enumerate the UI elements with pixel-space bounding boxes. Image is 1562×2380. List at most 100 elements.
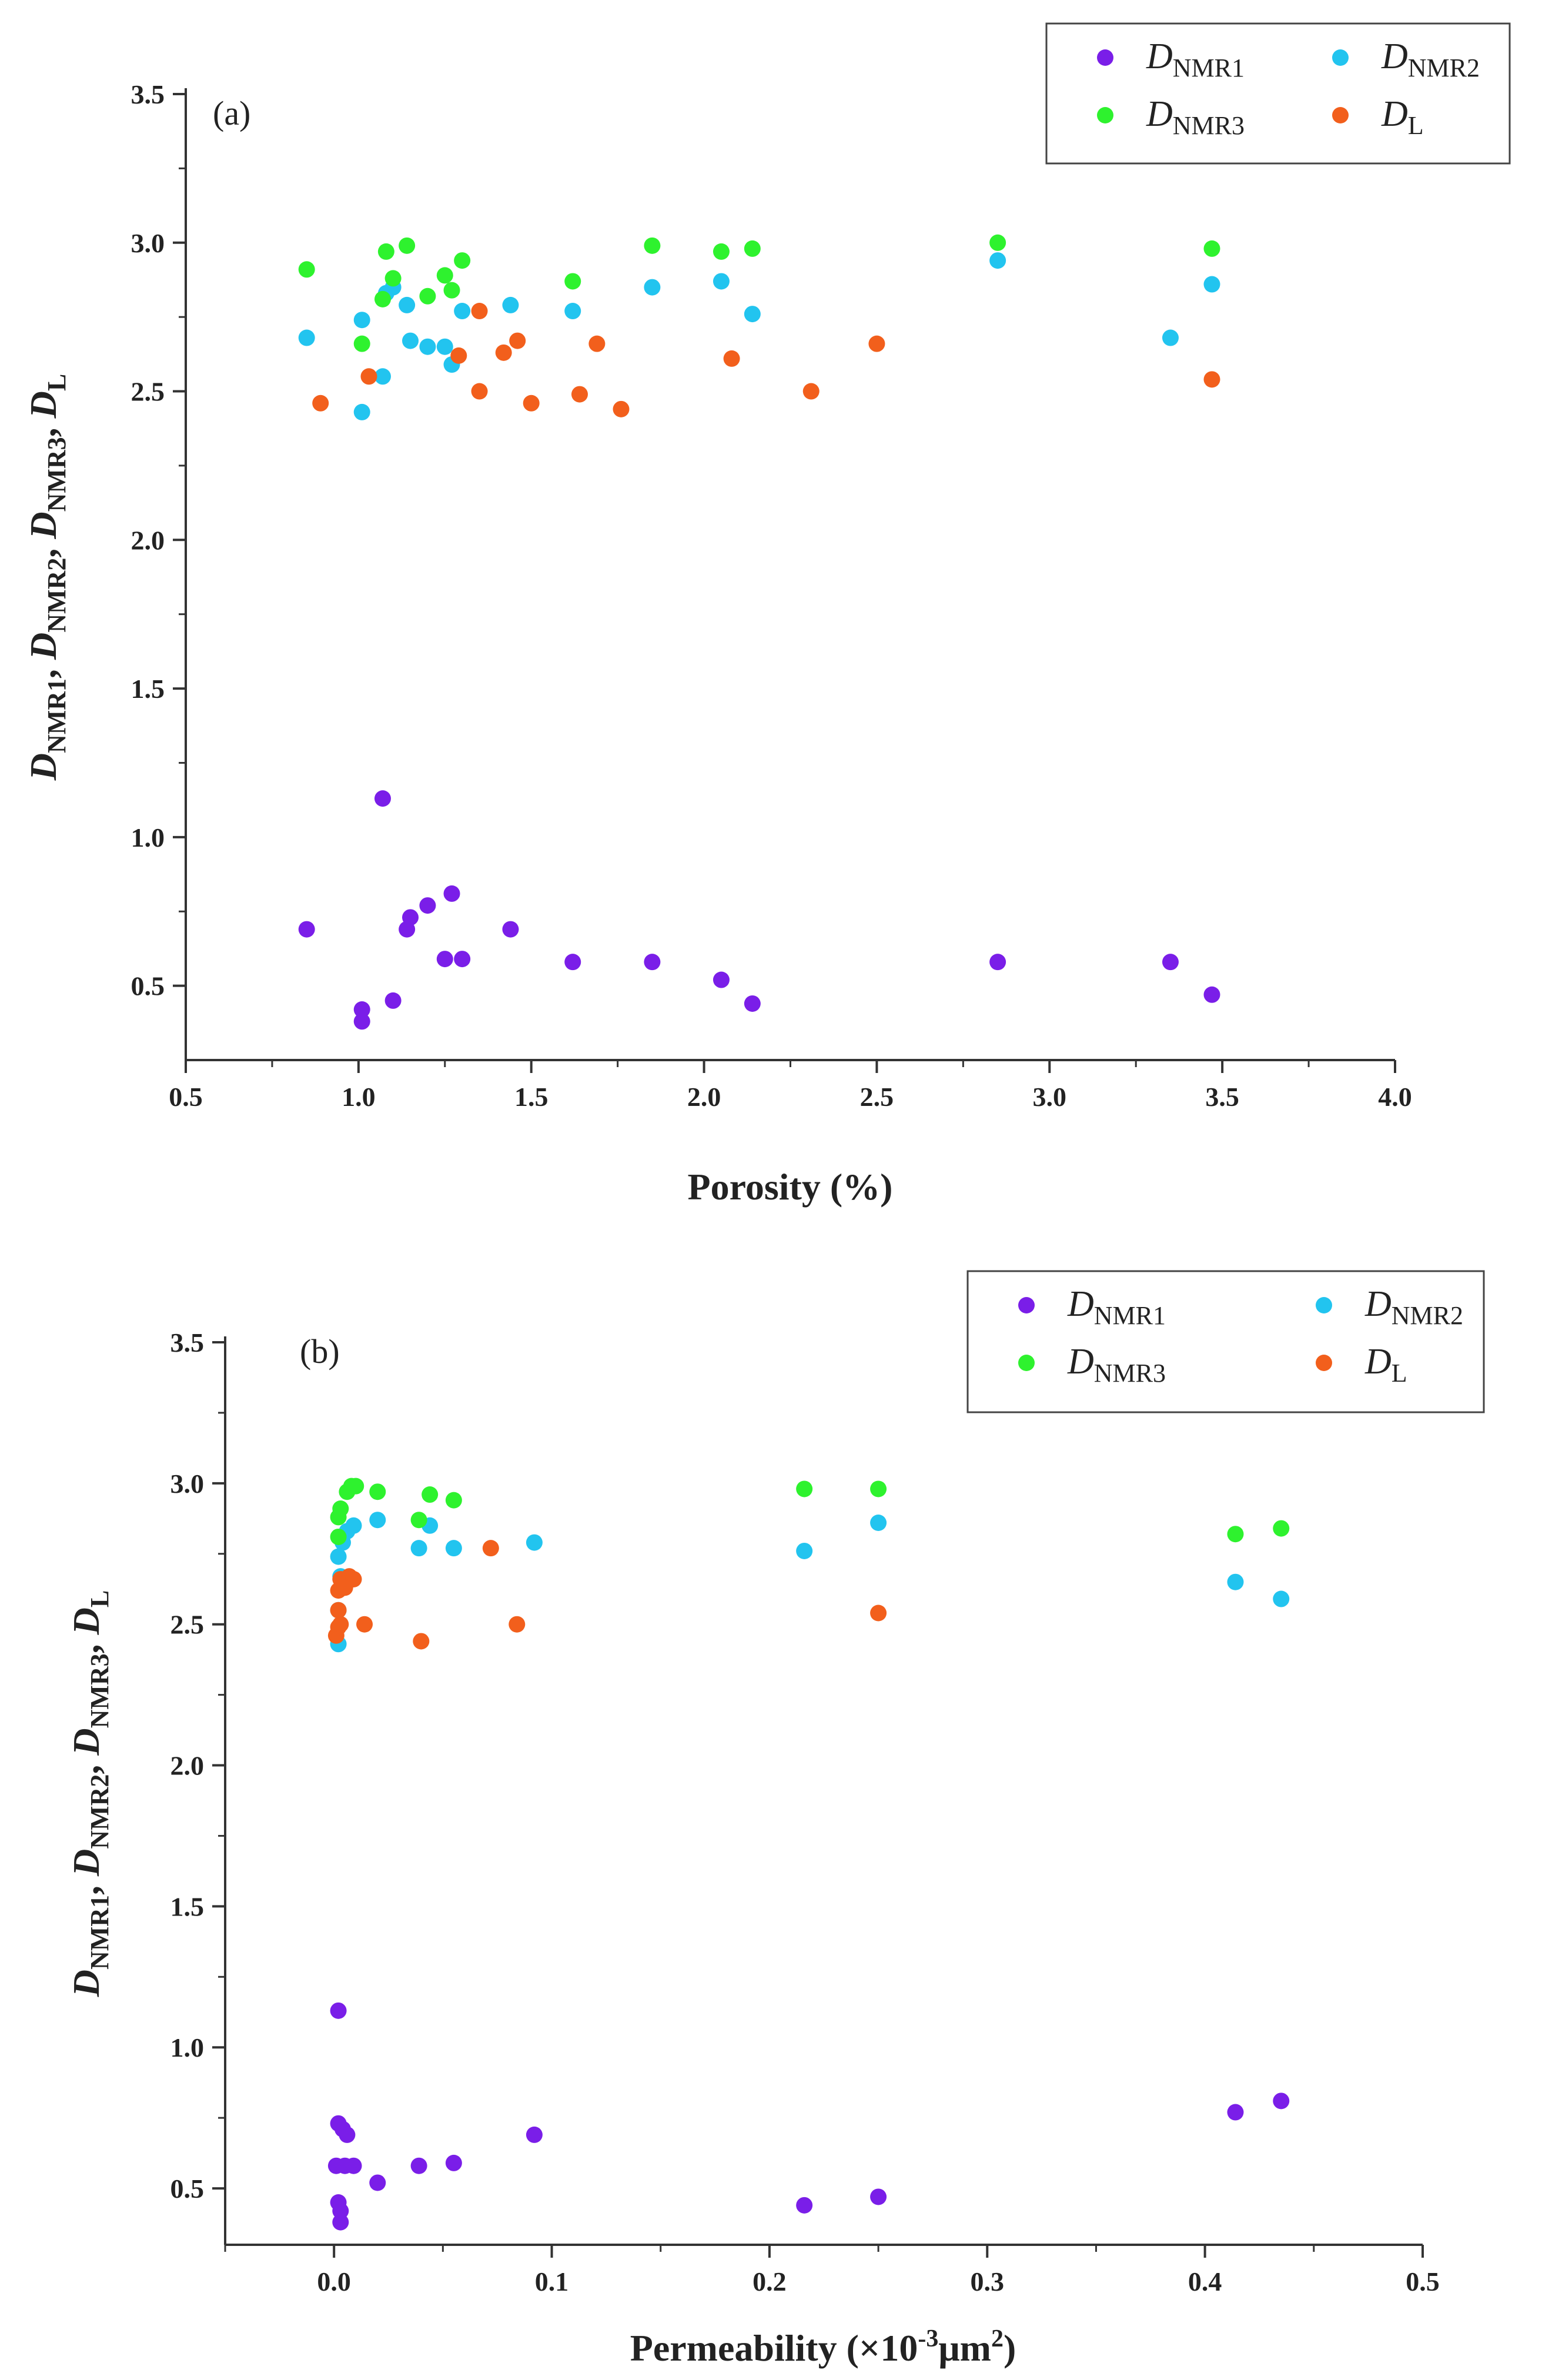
data-point xyxy=(353,1001,370,1018)
data-point xyxy=(495,344,512,361)
x-tick-label: 0.2 xyxy=(752,2267,787,2297)
series-DNMR2 xyxy=(330,1512,1290,1653)
data-point xyxy=(1203,986,1220,1003)
data-point xyxy=(436,267,453,284)
data-point xyxy=(436,338,453,355)
panel-b-permeability-chart: 0.0 0.1 0.2 0.3 0.4 0.5 0.5 1.0 1.5 2.0 2.5 3.0 3.5 P… xyxy=(65,1270,1485,2369)
y-axis-title: DNMR1, DNMR2, DNMR3, DL xyxy=(65,1590,114,1998)
x-tick-label: 0.1 xyxy=(535,2267,569,2297)
data-point xyxy=(330,1602,347,1619)
y-tick-label: 1.0 xyxy=(131,823,165,853)
x-tick-label: 2.5 xyxy=(860,1082,894,1112)
legend-entry-label: DNMR2 xyxy=(1364,1284,1463,1330)
data-point xyxy=(369,1483,386,1500)
data-point xyxy=(413,1633,430,1650)
legend-entry-label: DNMR2 xyxy=(1381,36,1480,82)
data-point xyxy=(471,383,488,400)
y-tick-label: 3.0 xyxy=(131,228,165,258)
data-point xyxy=(564,303,581,320)
y-tick-label: 3.5 xyxy=(170,1328,205,1358)
series-DNMR2 xyxy=(298,252,1220,420)
data-point xyxy=(330,2002,347,2019)
data-point xyxy=(419,338,436,355)
data-point xyxy=(345,1517,362,1534)
data-point xyxy=(1273,2092,1290,2110)
data-point xyxy=(332,1500,349,1517)
y-tick-label: 1.0 xyxy=(170,2033,205,2063)
legend-marker xyxy=(1316,1297,1332,1313)
y-tick-label: 1.5 xyxy=(170,1891,205,1921)
legend: DNMR1 DNMR2 DNMR3 DL xyxy=(1045,22,1511,165)
data-point xyxy=(713,971,730,988)
data-point xyxy=(330,1548,347,1565)
data-point xyxy=(419,897,436,914)
data-point xyxy=(802,383,820,400)
x-tick-label: 0.3 xyxy=(971,2267,1005,2297)
x-tick-label: 3.5 xyxy=(1205,1082,1239,1112)
data-point xyxy=(509,332,526,349)
data-point xyxy=(868,335,885,352)
y-tick-label: 3.0 xyxy=(170,1469,205,1499)
data-point xyxy=(502,921,519,938)
data-point xyxy=(454,252,471,269)
legend-entry-label: DNMR1 xyxy=(1067,1284,1166,1330)
legend-box xyxy=(966,1270,1485,1413)
data-point xyxy=(374,290,391,307)
data-point xyxy=(360,368,377,385)
data-point xyxy=(1203,371,1220,388)
y-tick-label: 1.5 xyxy=(131,674,165,704)
data-point xyxy=(353,312,370,329)
data-point xyxy=(356,1616,373,1633)
data-point xyxy=(345,2157,362,2174)
y-tick-label: 2.0 xyxy=(170,1751,205,1781)
data-point xyxy=(353,403,370,420)
data-point xyxy=(564,273,581,290)
data-point xyxy=(744,240,761,257)
data-point xyxy=(454,303,471,320)
legend-marker xyxy=(1097,49,1113,66)
y-tick-label: 0.5 xyxy=(131,971,165,1001)
data-point xyxy=(1227,1573,1244,1590)
data-point xyxy=(298,329,315,346)
series-DNMR3 xyxy=(298,234,1220,352)
data-point xyxy=(471,303,488,320)
x-tick-label: 0.0 xyxy=(317,2267,351,2297)
series-DNMR3 xyxy=(330,1478,1290,1545)
data-point xyxy=(399,237,416,254)
legend-entry-label: DL xyxy=(1381,94,1424,140)
legend-box xyxy=(1045,22,1511,165)
data-point xyxy=(989,954,1006,971)
data-point xyxy=(332,2202,349,2219)
x-tick-label: 0.5 xyxy=(169,1082,203,1112)
data-point xyxy=(509,1616,526,1633)
data-point xyxy=(1273,1590,1290,1607)
legend-entry-label: DNMR3 xyxy=(1067,1342,1166,1388)
data-point xyxy=(644,279,661,296)
data-point xyxy=(744,995,761,1012)
data-point xyxy=(796,1542,813,1559)
x-tick-label: 4.0 xyxy=(1378,1082,1412,1112)
data-point xyxy=(436,951,453,968)
data-point xyxy=(374,790,391,807)
data-point xyxy=(298,261,315,278)
y-tick-label: 0.5 xyxy=(170,2174,205,2204)
data-point xyxy=(345,1570,362,1587)
data-point xyxy=(450,347,467,364)
data-point xyxy=(402,909,419,926)
data-point xyxy=(443,282,460,299)
data-point xyxy=(312,395,329,412)
series-DL xyxy=(327,1540,887,1650)
data-point xyxy=(870,2188,887,2205)
y-tick-label: 2.0 xyxy=(131,525,165,555)
data-point xyxy=(1273,1520,1290,1537)
data-point xyxy=(1227,2104,1244,2121)
data-point xyxy=(713,273,730,290)
data-point xyxy=(870,1605,887,1622)
data-point xyxy=(399,296,416,313)
panel-label: (a) xyxy=(213,94,250,132)
data-point xyxy=(644,237,661,254)
data-point xyxy=(353,335,370,352)
data-point xyxy=(384,270,402,287)
data-point xyxy=(410,2157,427,2174)
series-DNMR1 xyxy=(298,790,1220,1030)
